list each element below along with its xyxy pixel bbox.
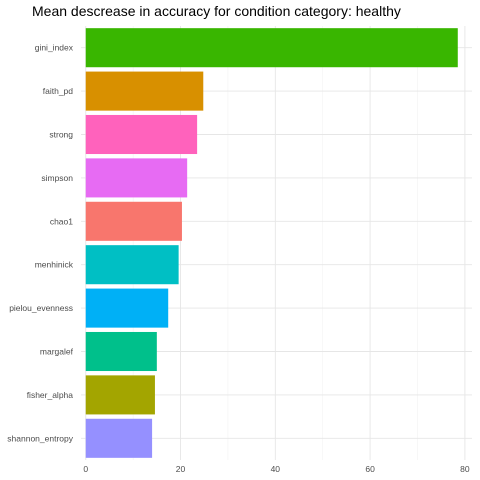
bar-gini_index	[85, 28, 458, 68]
y-tick-label: shannon_entropy	[7, 433, 73, 443]
x-tick-label: 20	[176, 464, 186, 474]
y-tick-label: faith_pd	[43, 86, 74, 96]
y-tick-label: strong	[49, 130, 73, 140]
x-tick-label: 40	[271, 464, 281, 474]
bar-fisher_alpha	[85, 375, 155, 415]
bar-margalef	[85, 331, 157, 372]
bar-faith_pd	[85, 71, 204, 111]
bar-chao1	[85, 201, 182, 241]
y-tick-label: simpson	[41, 173, 73, 183]
chart-title: Mean descrease in accuracy for condition…	[32, 3, 401, 19]
y-tick-label: chao1	[50, 216, 73, 226]
bar-pielou_evenness	[85, 288, 169, 328]
bar-simpson	[85, 158, 188, 198]
y-tick-label: gini_index	[35, 43, 74, 53]
y-tick-label: margalef	[40, 347, 74, 357]
x-tick-label: 80	[460, 464, 470, 474]
x-axis-tick-labels: 0 20 40 60 80	[83, 464, 470, 474]
bar-strong	[85, 114, 198, 155]
x-tick-label: 60	[365, 464, 375, 474]
bar-menhinick	[85, 245, 179, 285]
y-tick-label: menhinick	[35, 260, 74, 270]
bar-shannon_entropy	[85, 418, 153, 458]
bars	[85, 28, 458, 458]
y-tick-label: pielou_evenness	[9, 303, 73, 313]
y-tick-label: fisher_alpha	[27, 390, 74, 400]
x-tick-label: 0	[83, 464, 88, 474]
